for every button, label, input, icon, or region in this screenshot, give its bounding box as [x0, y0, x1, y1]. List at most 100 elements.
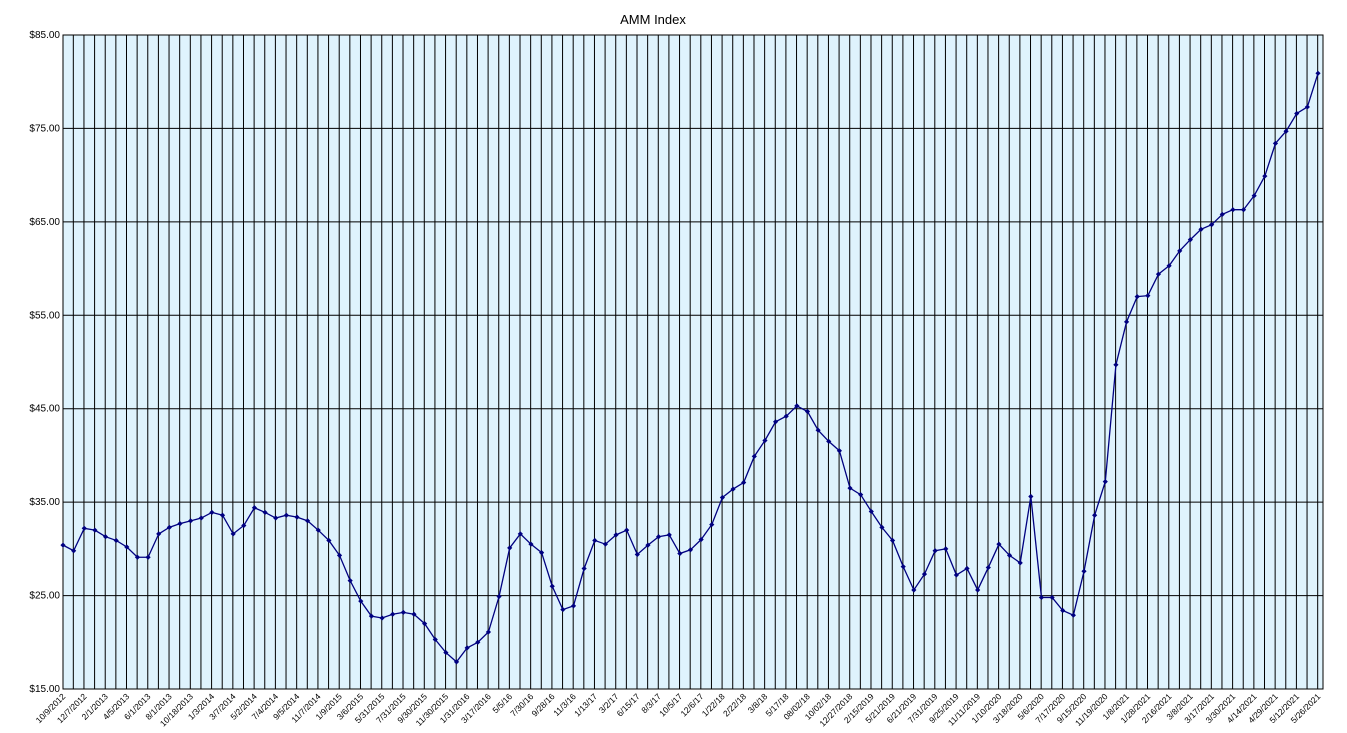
data-point [1102, 478, 1108, 485]
y-tick-label: $45.00 [29, 404, 60, 415]
data-point [124, 544, 130, 550]
data-point [953, 572, 959, 578]
data-point [581, 565, 587, 572]
data-point [719, 494, 726, 501]
data-point [60, 542, 66, 548]
data-point [219, 512, 226, 518]
data-point [1262, 173, 1268, 179]
data-point [677, 550, 683, 557]
data-point [794, 403, 800, 409]
data-point [188, 518, 194, 524]
data-point [1081, 568, 1087, 574]
data-point [368, 613, 375, 619]
data-point [517, 531, 523, 537]
data-point [1177, 248, 1183, 254]
data-point [762, 437, 768, 444]
data-point [1219, 211, 1225, 217]
data-point [634, 551, 640, 558]
data-point [92, 527, 98, 533]
data-point [751, 453, 757, 459]
x-tick-label: 1/13/17 [572, 691, 599, 718]
data-point [400, 609, 406, 615]
data-point [390, 611, 396, 617]
data-point [687, 547, 694, 553]
x-tick-label: 9/28/16 [530, 691, 557, 718]
data-point [900, 564, 906, 570]
data-point [1060, 607, 1066, 614]
data-point [273, 515, 279, 521]
data-point [826, 438, 832, 445]
y-tick-label: $55.00 [29, 310, 60, 321]
data-point [113, 537, 119, 544]
data-point [230, 531, 236, 537]
data-point [1166, 263, 1172, 269]
data-point [358, 598, 364, 604]
data-point [1209, 222, 1215, 228]
data-point [1198, 226, 1204, 232]
data-point [294, 514, 300, 520]
data-point [1283, 128, 1289, 134]
plot-area [62, 34, 1324, 690]
data-point [975, 587, 981, 593]
y-tick-label: $15.00 [29, 684, 60, 695]
data-point [858, 492, 864, 498]
data-point [166, 524, 172, 530]
y-tick-label: $75.00 [29, 123, 60, 134]
data-point [209, 509, 215, 516]
y-tick-label: $65.00 [29, 217, 60, 228]
data-point [879, 524, 885, 530]
data-point [1187, 237, 1193, 243]
data-point [156, 531, 162, 537]
data-point [1294, 110, 1300, 117]
data-point [336, 552, 343, 558]
data-point [889, 537, 896, 544]
data-point [262, 509, 268, 516]
data-point [868, 508, 874, 515]
data-point [283, 512, 289, 518]
data-point [932, 548, 938, 554]
data-point [943, 546, 949, 552]
data-point [453, 659, 460, 665]
data-point [1315, 70, 1321, 76]
data-point [645, 542, 651, 548]
data-point [592, 537, 598, 544]
data-point [1006, 552, 1013, 558]
y-tick-label: $35.00 [29, 497, 60, 508]
data-point [741, 479, 747, 486]
data-point [996, 541, 1002, 547]
data-point [1240, 207, 1247, 213]
data-point [432, 636, 438, 643]
data-point [1038, 594, 1045, 601]
y-tick-label: $85.00 [29, 30, 60, 41]
data-point [464, 645, 470, 651]
data-point [602, 541, 609, 547]
data-point [443, 649, 449, 656]
data-point [102, 534, 109, 540]
data-point [379, 615, 385, 621]
data-point [485, 629, 492, 635]
data-point [1134, 294, 1140, 300]
data-point [1017, 560, 1023, 566]
data-point [251, 505, 258, 511]
data-point [666, 532, 672, 538]
data-point [1113, 362, 1119, 368]
data-point [1304, 104, 1310, 110]
data-point [1145, 293, 1151, 299]
data-point [198, 515, 204, 521]
chart-title: AMM Index [620, 12, 686, 27]
data-point [815, 427, 821, 433]
data-point [241, 522, 247, 529]
data-point [1251, 193, 1257, 199]
data-point [1070, 612, 1076, 618]
data-point [964, 565, 970, 572]
data-point [1272, 140, 1279, 146]
data-point [836, 448, 842, 454]
data-point [496, 593, 502, 600]
data-point [347, 578, 353, 584]
data-point [655, 534, 662, 540]
data-point [528, 541, 534, 547]
y-tick-label: $25.00 [29, 591, 60, 602]
data-point [549, 583, 555, 589]
data-point [475, 639, 481, 645]
